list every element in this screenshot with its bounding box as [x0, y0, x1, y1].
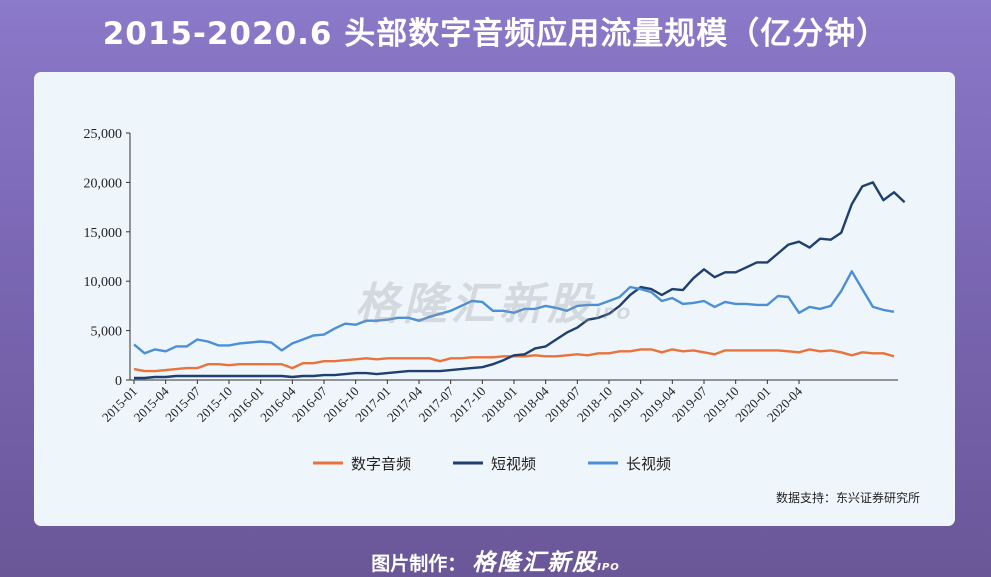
- footer: 图片制作： 格隆汇新股IPO: [0, 543, 991, 577]
- x-tick-label: 2020-04: [764, 383, 806, 425]
- chart-panel: [34, 72, 955, 526]
- source-note: 数据支持：东兴证券研究所: [776, 490, 920, 505]
- chart-series: [133, 181, 906, 380]
- legend-label: 长视频: [626, 455, 671, 473]
- series-line: [133, 348, 895, 373]
- y-tick-label: 0: [115, 374, 122, 389]
- footer-suffix: IPO: [597, 562, 620, 573]
- watermark-suffix: IPO: [595, 304, 633, 323]
- footer-label: 图片制作：: [371, 553, 467, 575]
- legend-label: 短视频: [491, 455, 536, 473]
- chart-legend: 数字音频 短视频 长视频: [313, 455, 671, 473]
- watermark: 格隆汇新股IPO: [355, 268, 632, 332]
- footer-brand: 格隆汇新股: [472, 550, 598, 576]
- y-tick-label: 15,000: [84, 226, 123, 241]
- series-line: [134, 181, 906, 380]
- y-tick-label: 25,000: [84, 127, 123, 142]
- y-tick-label: 5,000: [91, 325, 123, 340]
- legend-label: 数字音频: [351, 455, 411, 473]
- page-title: 2015-2020.6 头部数字音频应用流量规模（亿分钟）: [102, 16, 889, 52]
- watermark-text: 格隆汇新股: [355, 279, 595, 330]
- y-tick-label: 20,000: [84, 176, 123, 191]
- y-tick-label: 10,000: [84, 275, 123, 290]
- series-line: [133, 270, 895, 355]
